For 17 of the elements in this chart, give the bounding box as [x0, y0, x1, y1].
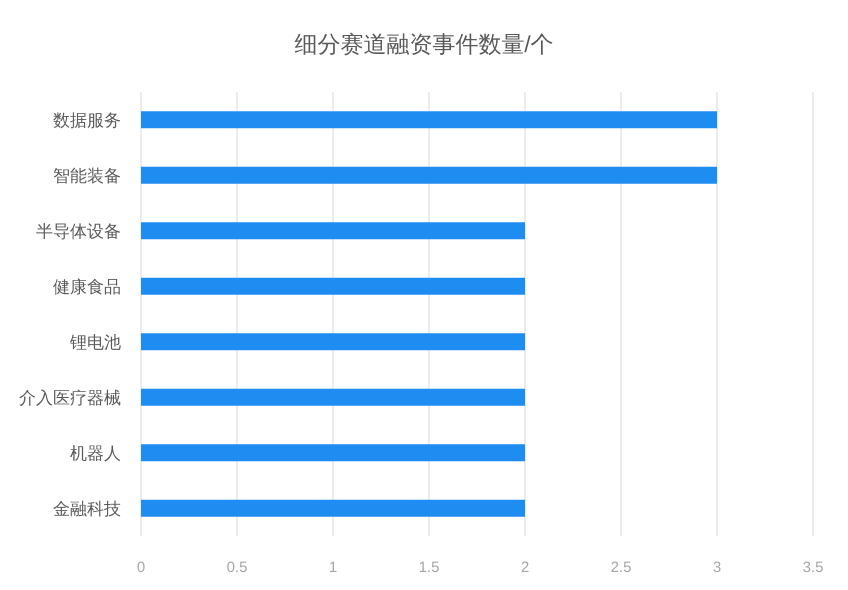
y-tick-label: 介入医疗器械: [19, 388, 121, 408]
y-tick-label: 数据服务: [53, 110, 121, 130]
x-tick-label: 3.5: [802, 559, 824, 576]
x-tick-label: 2.5: [610, 559, 632, 576]
y-tick-label: 金融科技: [53, 499, 121, 518]
x-tick-label: 1.5: [418, 559, 440, 576]
y-tick-label: 机器人: [70, 444, 121, 463]
x-tick-label: 3: [712, 559, 722, 576]
x-tick-label: 1: [328, 559, 338, 576]
x-tick-label: 0: [136, 559, 146, 576]
y-tick-label: 锂电池: [69, 332, 121, 352]
x-tick-label: 2: [520, 559, 530, 576]
x-tick-label: 0.5: [226, 559, 248, 576]
y-tick-label: 半导体设备: [36, 222, 121, 241]
y-tick-label: 智能装备: [53, 166, 121, 186]
chart-title: 细分赛道融资事件数量/个: [294, 31, 554, 57]
y-tick-label: 健康食品: [53, 277, 121, 296]
